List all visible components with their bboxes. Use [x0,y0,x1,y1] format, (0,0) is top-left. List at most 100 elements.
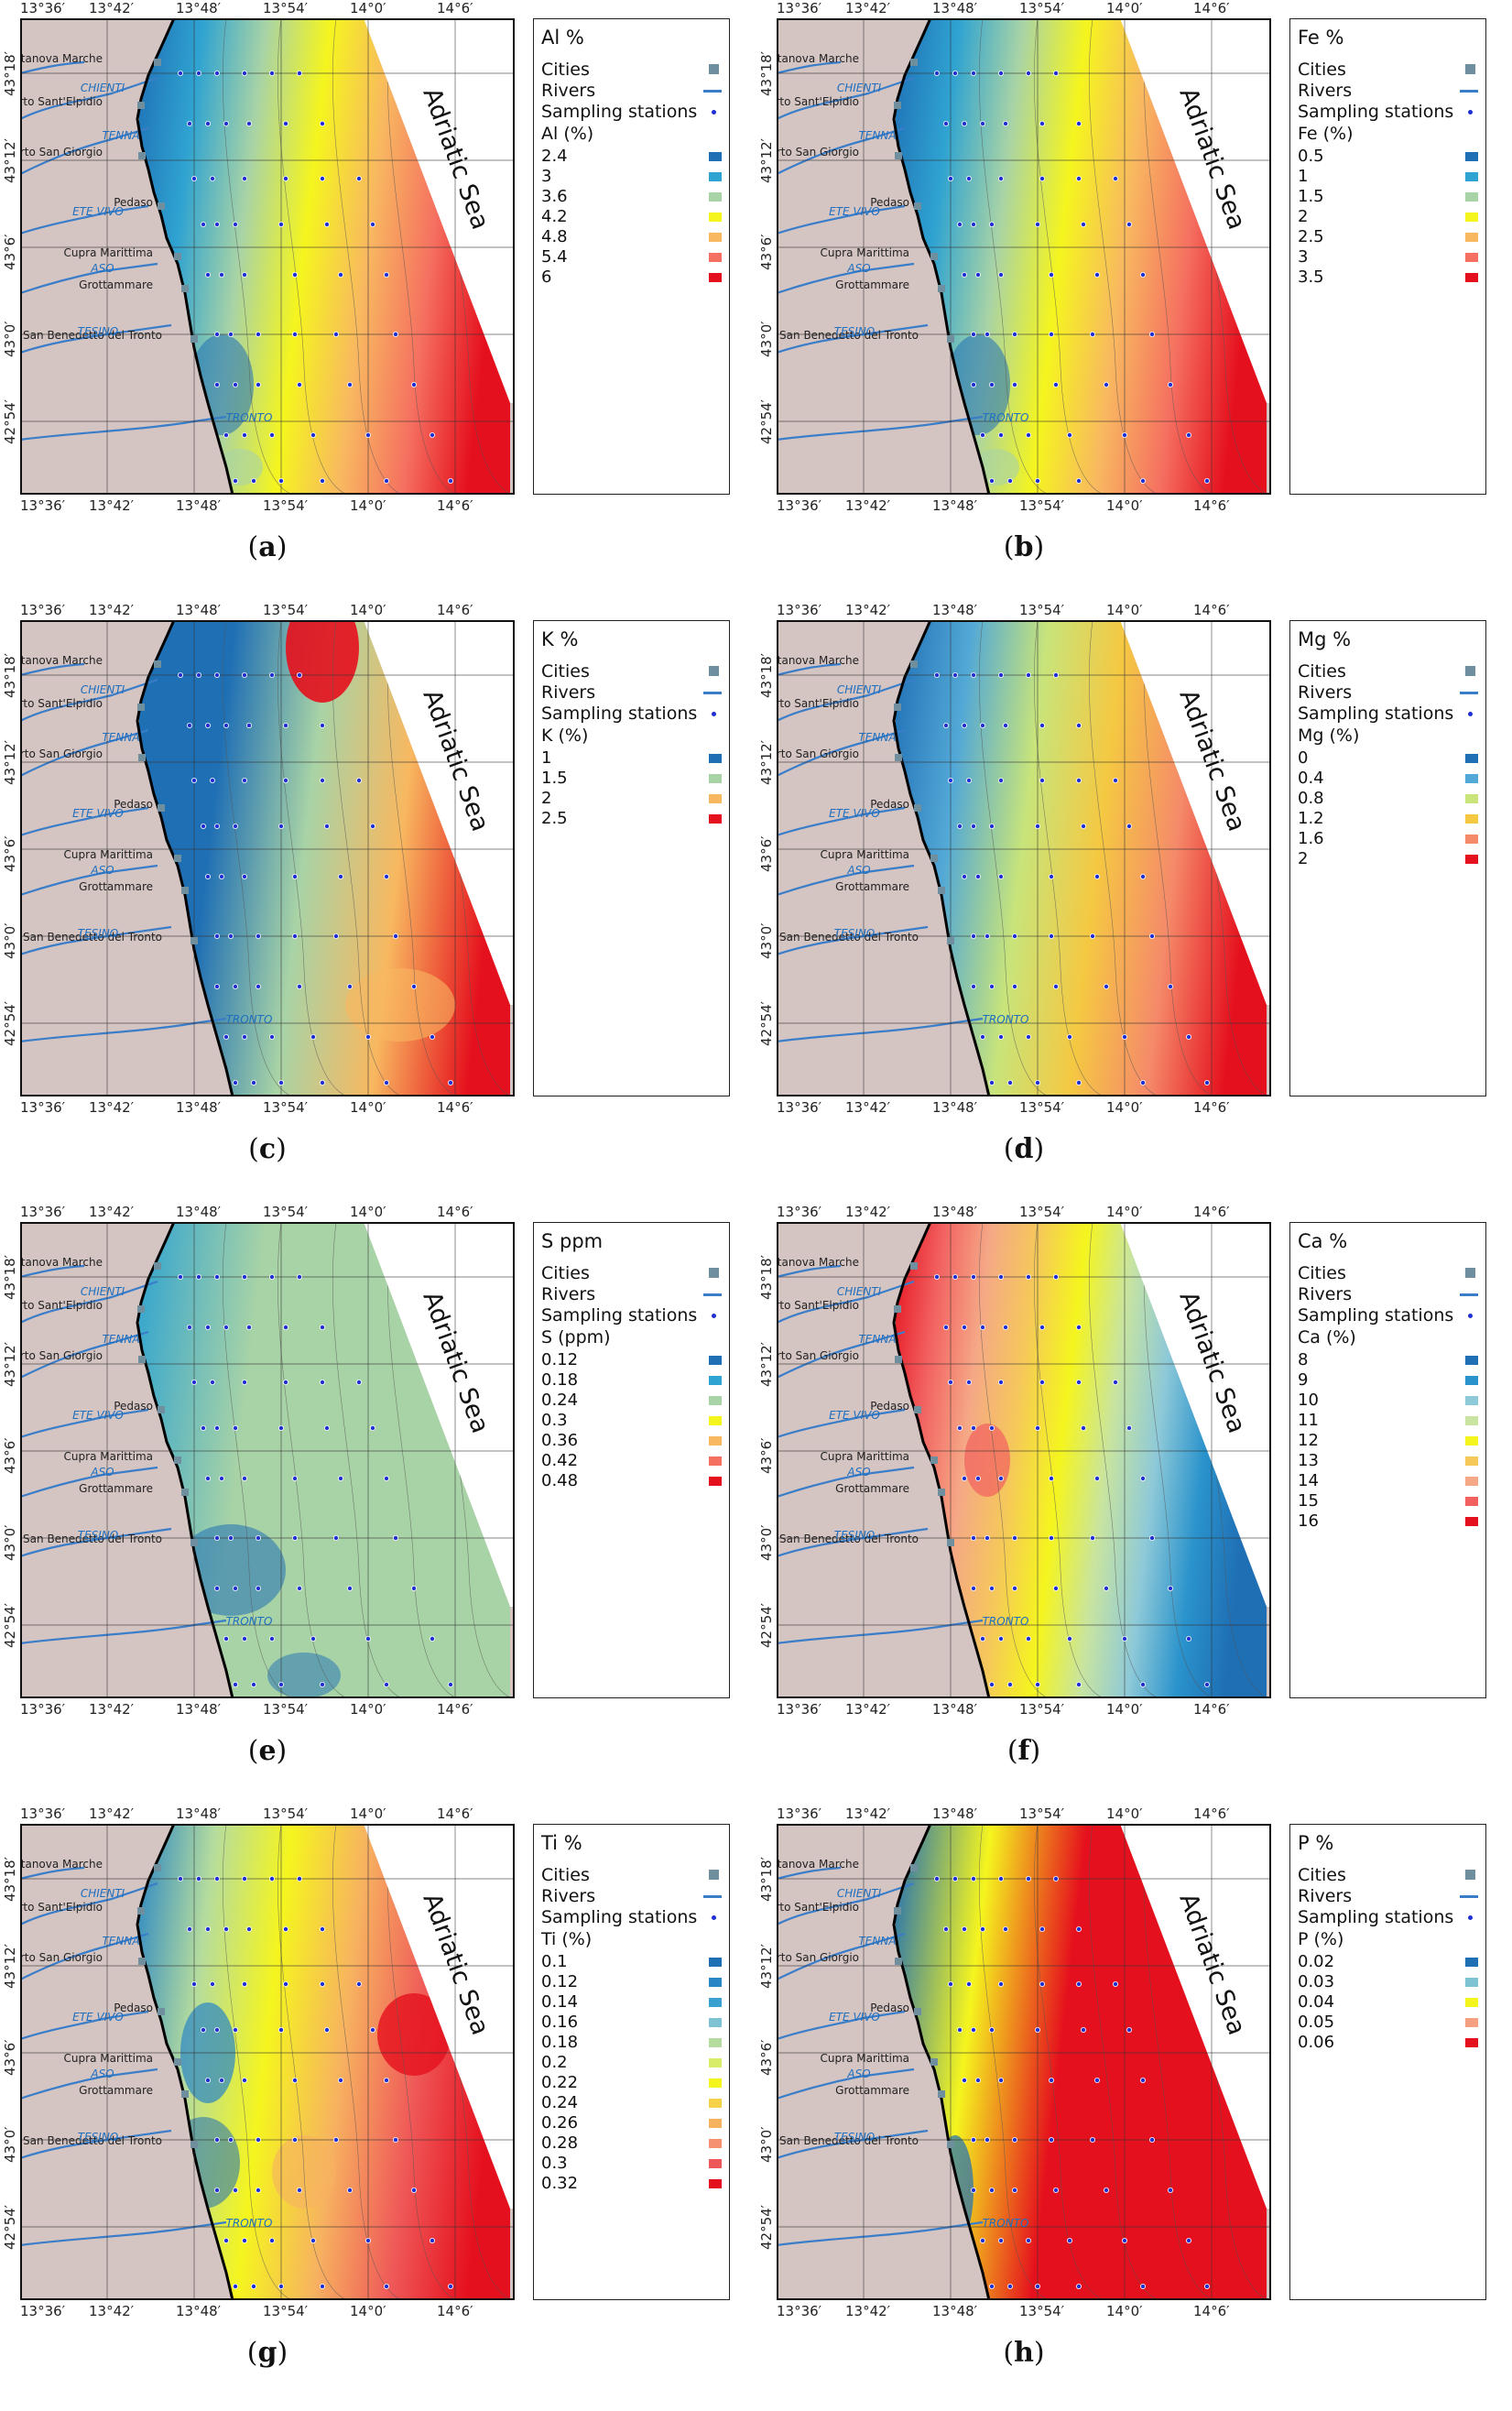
legend-swatch [709,1958,722,1967]
city-marker [947,937,954,944]
lon-tick-top: 13°42′ [845,602,891,618]
sampling-station [319,1980,325,1987]
river-line [20,2010,149,2041]
sampling-station [965,1980,972,1987]
sampling-station [364,1033,371,1040]
legend-label: Sampling stations [541,1305,698,1326]
river-line [777,204,906,235]
city-marker [895,1958,902,1965]
sampling-station [997,2077,1004,2083]
lon-tick-top: 13°36′ [20,1806,66,1822]
legend-class: 0.36 [541,1432,722,1450]
map-panel-e: Civitanova Marche Porto Sant'Elpidio Porto… [0,1204,751,1799]
legend-swatch [709,2038,722,2047]
river-line [777,1932,906,1980]
map-svg: Civitanova Marche Porto Sant'Elpidio Porto… [777,18,1271,495]
city-marker [914,2008,921,2015]
sampling-station [1185,431,1191,438]
river-label: ETE VIVO [829,1409,880,1422]
legend: Al % Cities Rivers Sampling stations Al (%) 2… [533,18,730,495]
city-marker [138,1958,146,1965]
lon-tick-bottom: 13°36′ [20,497,66,514]
city-label: Civitanova Marche [777,1858,859,1871]
sampling-station [209,777,215,783]
sampling-station [1048,933,1054,939]
sampling-station [268,431,275,438]
legend-stations: Sampling stations [541,1305,722,1326]
river-label: CHIENTI [837,683,882,696]
sampling-station [974,873,981,879]
city-label: San Benedetto del Tronto [779,1533,919,1545]
sampling-station [1139,2077,1146,2083]
legend-class: 14 [1298,1472,1478,1490]
sampling-station [310,1033,316,1040]
legend-class-value: 0.24 [541,1391,579,1410]
sampling-station [979,723,985,729]
sampling-station [952,672,958,679]
map-svg: Civitanova Marche Porto Sant'Elpidio Porto… [20,1824,515,2300]
sampling-station [383,271,389,278]
panel-caption: (f) [1006,1735,1041,1767]
coastline [136,620,234,1096]
river-line [20,678,158,722]
sampling-station [268,1033,275,1040]
lon-tick-bottom: 14°0′ [350,497,386,514]
sampling-station [319,1379,325,1385]
river-line [20,1466,158,1499]
sampling-station [209,175,215,181]
legend-swatch [1465,1958,1478,1967]
sampling-station [186,1325,192,1331]
lon-tick-bottom: 13°36′ [20,2303,66,2319]
sampling-station [1025,672,1031,679]
legend-rivers: Rivers [1298,1284,1478,1304]
lon-tick-top: 14°0′ [1106,1204,1143,1220]
sampling-station [282,1980,288,1987]
sampling-station [355,1980,362,1987]
sampling-station [241,175,247,181]
map-panel-g: Civitanova Marche Porto Sant'Elpidio Porto… [0,1806,751,2401]
lon-tick-bottom: 13°54′ [1019,1099,1065,1116]
sampling-station [232,2187,238,2193]
sampling-station [319,1325,325,1331]
river-label: CHIENTI [81,82,125,94]
lon-tick-bottom: 13°54′ [263,2303,309,2319]
sampling-station [1075,175,1082,181]
sampling-station [204,1325,211,1331]
legend-swatch [1465,794,1478,803]
sampling-station [383,477,389,484]
sampling-station [232,1079,238,1085]
legend-class: 0.3 [541,1412,722,1430]
sampling-station [310,431,316,438]
lat-tick: 43°18′ [758,50,775,96]
lon-tick-bottom: 13°48′ [932,1701,978,1718]
legend-title: Fe % [1298,27,1344,49]
lon-tick-bottom: 13°48′ [176,1701,222,1718]
sampling-station [268,2237,275,2243]
legend-class: 0.24 [541,2094,722,2112]
river-label: TRONTO [983,1013,1029,1026]
river-line [777,415,984,442]
lon-tick-bottom: 14°6′ [437,1099,473,1116]
lon-tick-top: 14°6′ [1193,1204,1230,1220]
legend-unit: Ti (%) [541,1929,593,1949]
lat-tick: 43°12′ [2,137,18,183]
lon-tick-bottom: 13°54′ [263,1701,309,1718]
sampling-station [988,2026,995,2033]
sampling-station [213,1876,220,1882]
river-label: ASO [90,864,114,877]
map-area: Civitanova Marche Porto Sant'Elpidio Porto… [777,620,1271,1096]
legend-class: 0.8 [1298,790,1478,808]
sampling-station [223,1325,229,1331]
sampling-station [429,2237,435,2243]
legend-class-value: 2 [1298,849,1309,868]
sampling-station [213,2136,220,2143]
legend-swatch [709,1998,722,2007]
lat-tick: 43°12′ [2,739,18,785]
city-label: Grottammare [835,880,909,893]
sampling-station [255,2136,261,2143]
sampling-station [227,331,234,337]
sampling-station [1011,2136,1017,2143]
sampling-station [1093,2077,1100,2083]
lon-tick-top: 14°0′ [350,1204,386,1220]
lon-tick-bottom: 13°42′ [845,2303,891,2319]
